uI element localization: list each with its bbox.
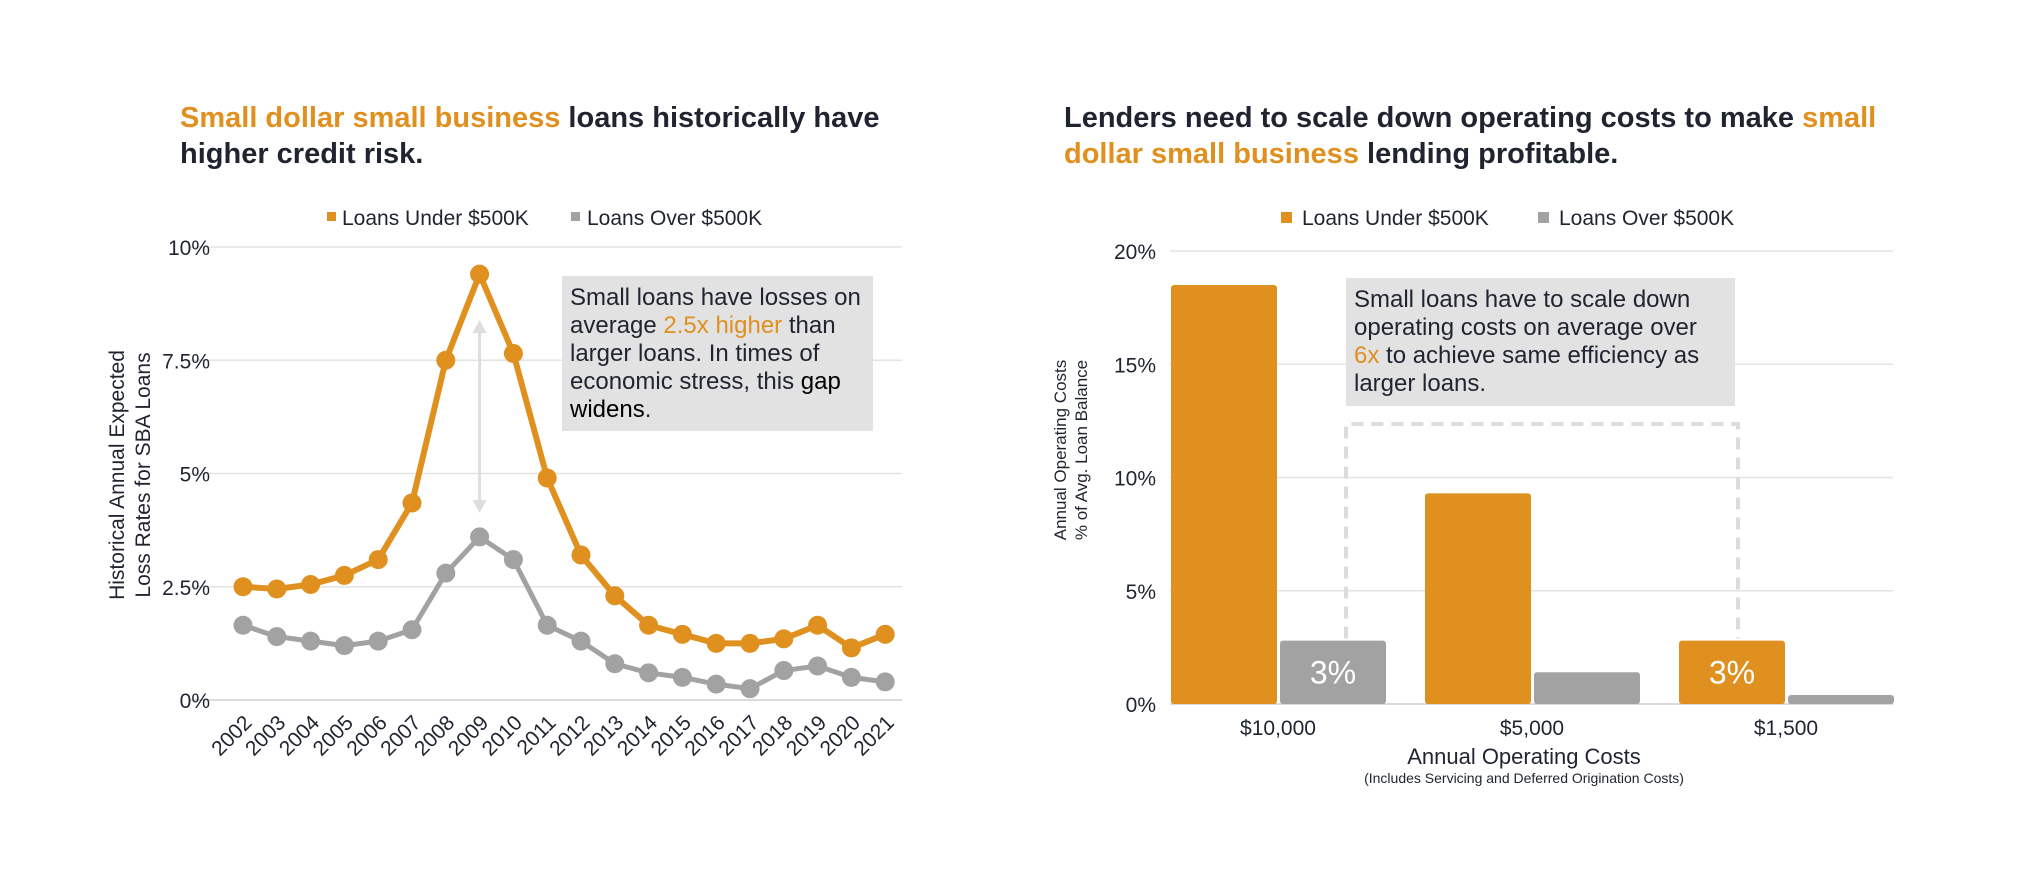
data-point [334,565,354,585]
x-axis-title: Annual Operating Costs [1407,744,1641,769]
bar-over-500k [1788,694,1894,704]
legend-label: Loans Over $500K [587,207,762,230]
data-label: 3% [1310,654,1356,690]
y-tick-label: 20% [1114,241,1156,264]
left-callout: Small loans have losses on average 2.5x … [562,276,873,431]
gap-arrow-head-bottom [472,500,487,513]
data-point [605,654,625,674]
left-callout-text-1: Small loans have losses on average [570,284,861,339]
right-chart-title: Lenders need to scale down operating cos… [1064,100,1924,172]
left-title-rest: loans historically have higher credit ri… [180,102,880,170]
data-point [368,631,388,651]
data-point [436,563,456,583]
data-point [740,679,760,699]
bar-under-500k [1171,284,1277,704]
data-point [774,661,794,681]
data-point [774,629,794,649]
y-tick-label: 0% [180,690,210,713]
data-point [740,633,760,653]
y-tick-label: 10% [168,237,210,260]
y-axis-title-line: Loss Rates for SBA Loans [132,352,155,597]
data-point [841,667,861,687]
x-tick-label: $10,000 [1240,717,1316,740]
gap-arrow-head-top [472,320,487,333]
y-axis-title-line: % of Avg. Loan Balance [1072,360,1091,540]
left-chart-title: Small dollar small business loans histor… [180,100,900,172]
left-callout-text-2: than larger loans. In times of economic … [570,312,836,395]
x-tick-label: 2021 [849,711,898,760]
data-point [436,350,456,370]
y-tick-label: 5% [1126,581,1156,604]
y-axis-title-line: Annual Operating Costs [1051,360,1070,541]
legend-swatch [1281,212,1292,223]
data-point [571,545,591,565]
data-point [233,577,253,597]
legend-swatch [1538,212,1549,223]
data-point [368,550,388,570]
left-title-highlight: Small dollar small business [180,102,561,134]
left-line-chart: 0% 2.5% 5% 7.5% 10% Historical Annual Expecte… [106,207,902,761]
data-point [503,550,523,570]
data-point [503,343,523,363]
data-point [841,638,861,658]
left-callout-dark: gap widens [570,368,841,423]
comparison-bracket [1344,422,1740,639]
data-point [470,527,490,547]
legend-label: Loans Under $500K [342,207,529,230]
data-point [808,656,828,676]
y-axis-title-line: Historical Annual Expected [106,350,129,600]
data-point [875,672,895,692]
x-tick-label: $5,000 [1500,717,1564,740]
data-point [537,615,557,635]
data-point [808,615,828,635]
data-point [672,667,692,687]
y-tick-label: 7.5% [162,350,210,373]
legend-label: Loans Over $500K [1559,207,1734,230]
data-point [605,586,625,606]
data-point [267,627,287,647]
legend-label: Loans Under $500K [1302,207,1489,230]
right-callout-text-2: to achieve same efficiency as larger loa… [1354,342,1700,397]
bar-over-500k [1534,672,1640,704]
legend-swatch [571,212,580,221]
legend-swatch [327,212,336,221]
data-point [875,624,895,644]
right-callout-highlight: 6x [1354,342,1380,369]
left-callout-highlight: 2.5x higher [663,312,783,339]
data-point [470,264,490,284]
bar-over-500k [1280,640,1386,704]
y-tick-label: 15% [1114,354,1156,377]
data-point [537,468,557,488]
x-axis-subtitle: (Includes Servicing and Deferred Origina… [1364,770,1684,786]
right-callout: Small loans have to scale down operating… [1346,278,1735,406]
bar-under-500k [1425,493,1531,704]
y-tick-label: 2.5% [162,577,210,600]
data-point [267,579,287,599]
y-tick-label: 5% [180,464,210,487]
x-tick-label: $1,500 [1754,717,1818,740]
data-point [639,663,659,683]
data-point [301,574,321,594]
right-title-highlight: small dollar small business [1064,102,1877,170]
data-point [706,674,726,694]
data-point [334,636,354,656]
right-callout-text-1: Small loans have to scale down operating… [1354,286,1697,341]
data-point [571,631,591,651]
data-label: 3% [1709,654,1755,690]
data-point [639,615,659,635]
y-tick-label: 0% [1126,694,1156,717]
data-point [402,620,422,640]
y-tick-label: 10% [1114,468,1156,491]
data-point [706,633,726,653]
data-point [672,624,692,644]
bar-under-500k [1679,640,1785,704]
data-point [402,493,422,513]
right-bar-chart: 0%5%10%15%20%Annual Operating Costs% of … [1051,207,1894,786]
data-point [233,615,253,635]
right-title-part2: lending profitable. [1358,138,1619,170]
left-callout-text-3: . [644,396,652,423]
data-point [301,631,321,651]
right-title-part1: Lenders need to scale down operating cos… [1064,102,1803,134]
